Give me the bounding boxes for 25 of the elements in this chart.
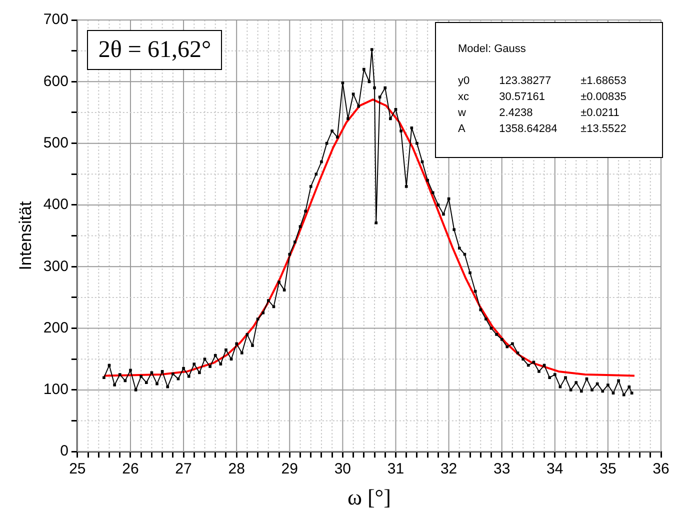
annotation: Model: Gauss	[458, 43, 527, 55]
y-tick-label: 100	[43, 381, 68, 398]
x-tick-label: 33	[494, 460, 510, 478]
x-tick-label: 32	[440, 460, 458, 478]
y-tick-label: 700	[43, 11, 68, 28]
x-tick-label: 25	[69, 460, 86, 478]
x-tick-label: 35	[600, 460, 616, 478]
x-tick-label: 27	[175, 460, 192, 478]
x-axis-title: ω [°]	[347, 484, 391, 510]
x-tick-label: 31	[387, 460, 404, 478]
x-tick-label: 29	[281, 460, 298, 478]
text-box: 2θ = 61,62°	[87, 30, 222, 70]
x-tick-label: 26	[122, 460, 139, 478]
y-tick-label: 400	[43, 196, 68, 214]
y-axis-title: Intensität	[16, 201, 35, 270]
x-tick-label: 34	[546, 460, 564, 478]
y-tick-label: 300	[43, 258, 68, 275]
y-tick-label: 600	[43, 72, 68, 90]
x-tick-label: 28	[228, 460, 245, 478]
x-tick-label: 30	[334, 460, 352, 478]
y-tick-label: 500	[43, 134, 68, 152]
x-tick-label: 36	[652, 460, 670, 478]
y-tick-label: 200	[43, 319, 68, 336]
y-tick-label: 0	[60, 442, 68, 460]
text-box: Model: Gauss y0 123.38277 ±1.68653 xc 30.57161 ±0.00835 w 2.4238 ±0.0211 A 1358.64284 ±13.5522	[435, 22, 663, 158]
